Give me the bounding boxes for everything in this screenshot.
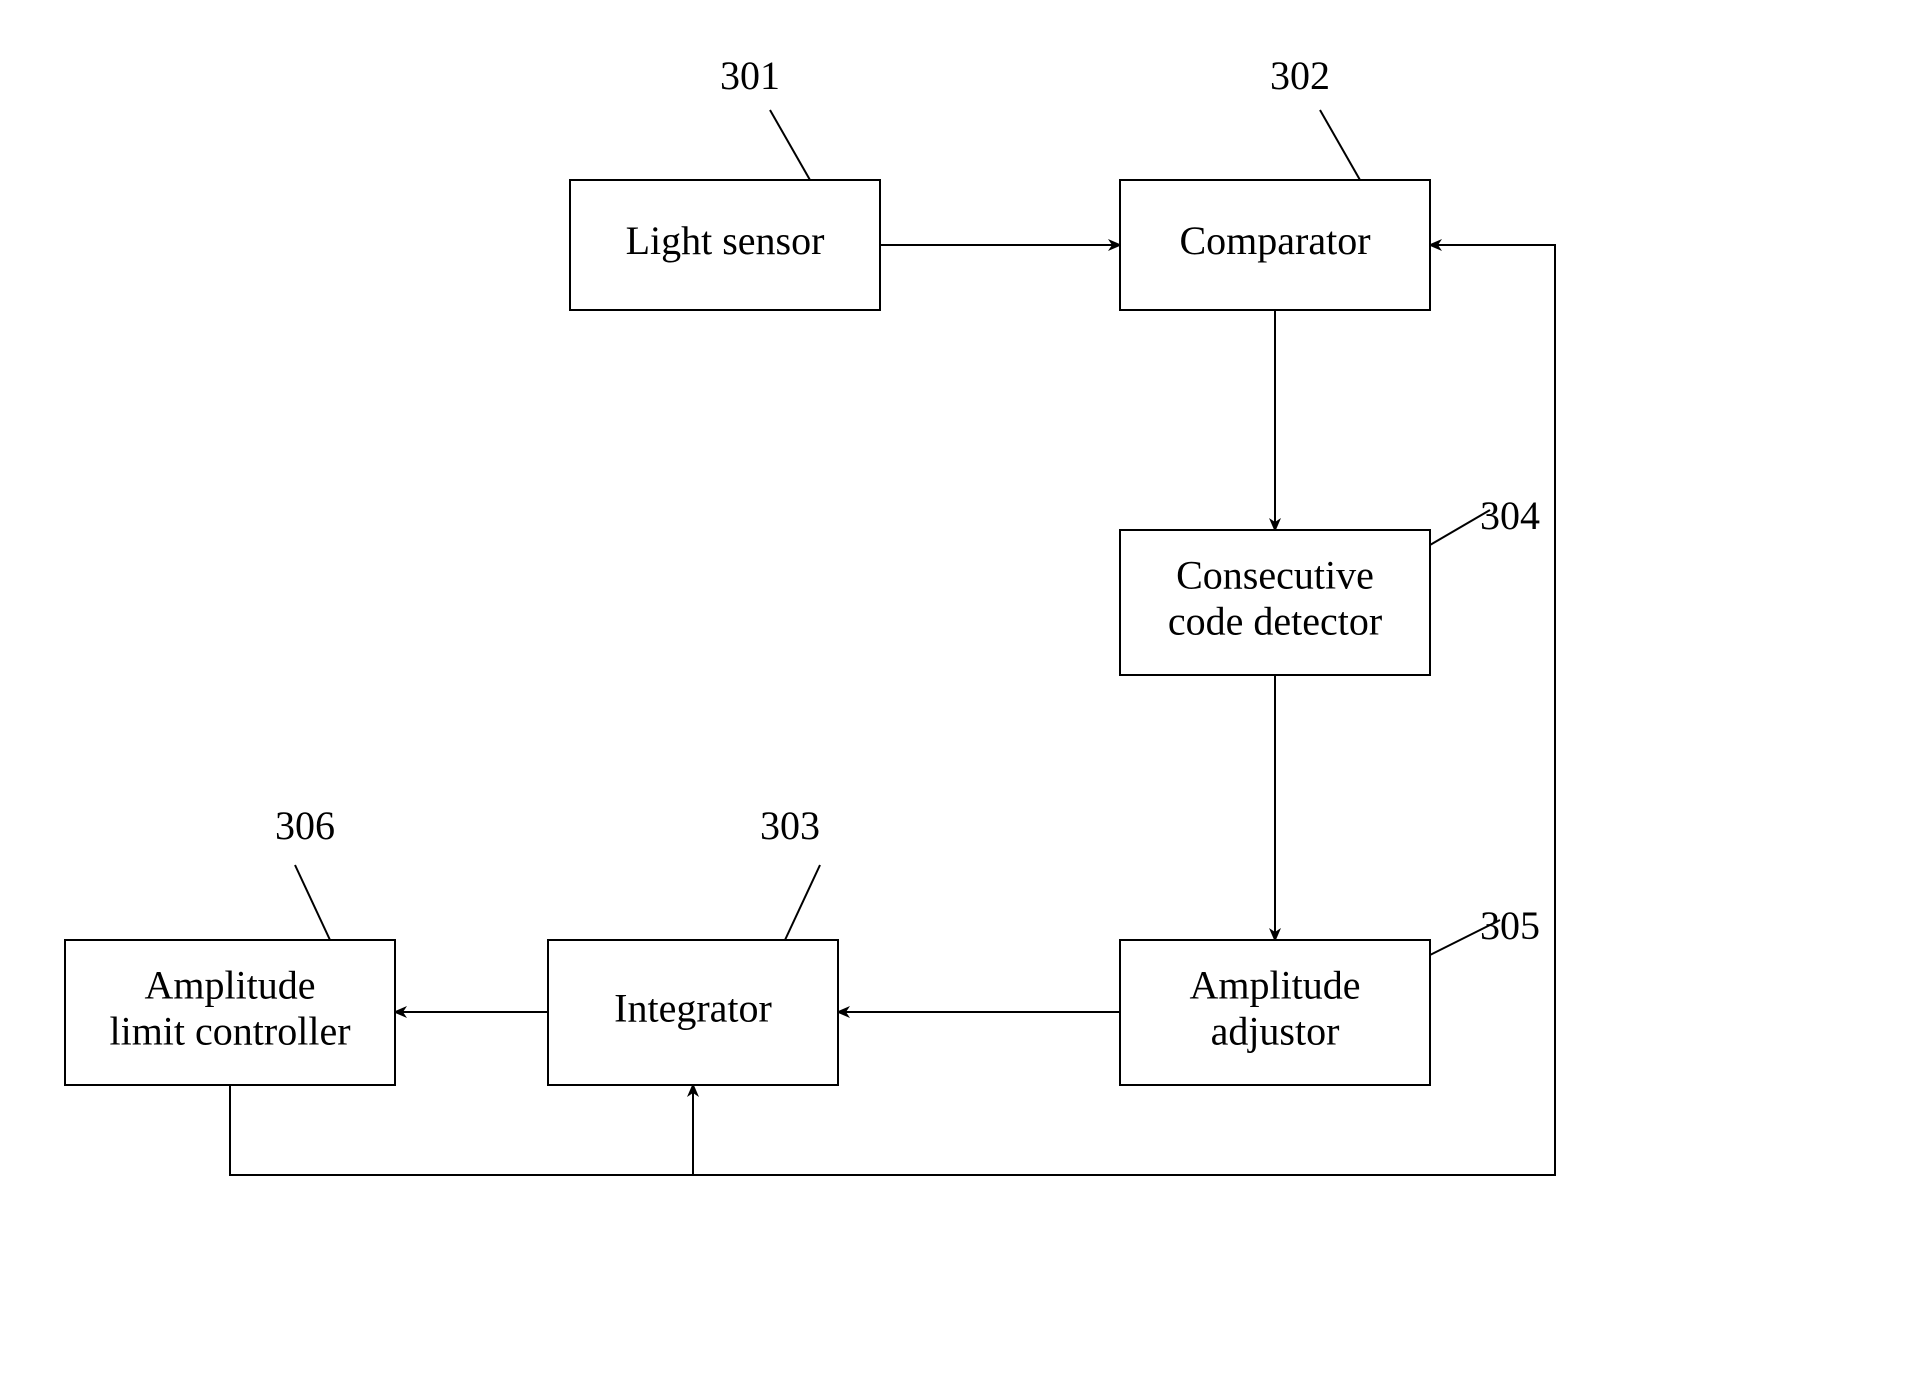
node-label-consecutive: Consecutive <box>1176 553 1374 598</box>
ref-label-amp_limit: 306 <box>275 803 335 848</box>
node-light_sensor: Light sensor <box>570 180 880 310</box>
ref-label-amp_adjustor: 305 <box>1480 903 1540 948</box>
node-label-amp_limit: limit controller <box>109 1009 350 1054</box>
node-label-comparator: Comparator <box>1179 218 1370 263</box>
ref-label-light_sensor: 301 <box>720 53 780 98</box>
node-amp_adjustor: Amplitudeadjustor <box>1120 940 1430 1085</box>
node-consecutive: Consecutivecode detector <box>1120 530 1430 675</box>
node-label-light_sensor: Light sensor <box>626 218 825 263</box>
node-label-amp_adjustor: Amplitude <box>1189 963 1360 1008</box>
node-label-amp_limit: Amplitude <box>144 963 315 1008</box>
block-diagram: Light sensor Comparator Consecutivecode de… <box>0 0 1908 1393</box>
ref-leader-integrator <box>785 865 820 940</box>
ref-label-comparator: 302 <box>1270 53 1330 98</box>
node-comparator: Comparator <box>1120 180 1430 310</box>
node-amp_limit: Amplitudelimit controller <box>65 940 395 1085</box>
edge-e6_feedback_limit_to_integrator <box>230 1085 693 1175</box>
ref-leader-light_sensor <box>770 110 810 180</box>
node-label-amp_adjustor: adjustor <box>1211 1009 1340 1054</box>
node-label-integrator: Integrator <box>614 986 772 1031</box>
node-label-consecutive: code detector <box>1168 599 1382 644</box>
node-integrator: Integrator <box>548 940 838 1085</box>
ref-leader-amp_limit <box>295 865 330 940</box>
ref-label-consecutive: 304 <box>1480 493 1540 538</box>
ref-leader-comparator <box>1320 110 1360 180</box>
ref-label-integrator: 303 <box>760 803 820 848</box>
